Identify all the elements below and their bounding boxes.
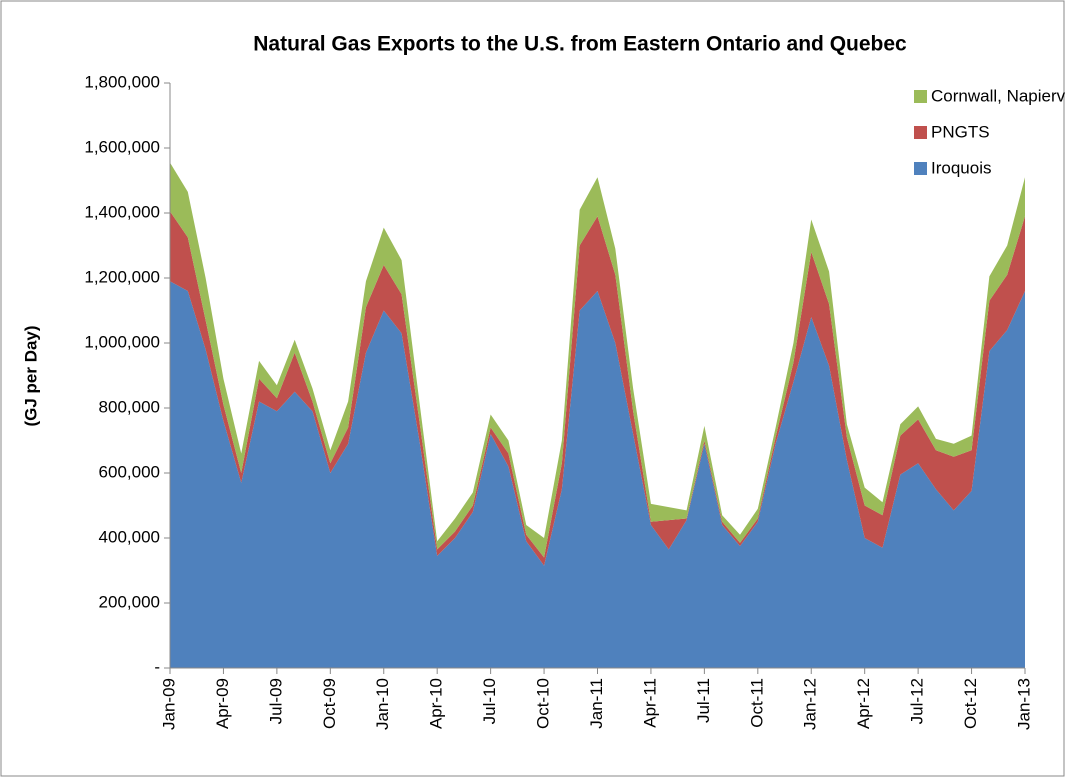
y-tick-label: 1,600,000	[84, 137, 160, 156]
legend-swatch	[914, 126, 927, 139]
x-tick-label: Jan-10	[373, 678, 392, 730]
y-tick-label: 1,400,000	[84, 202, 160, 221]
y-tick-label: 400,000	[99, 527, 160, 546]
x-tick-label: Oct-09	[320, 678, 339, 729]
x-tick-label: Apr-10	[427, 678, 446, 729]
legend-label: Iroquois	[931, 158, 991, 177]
x-tick-label: Jan-12	[801, 678, 820, 730]
chart-title: Natural Gas Exports to the U.S. from Eas…	[253, 33, 907, 56]
area	[170, 211, 1025, 566]
x-tick-label: Jul-11	[694, 678, 713, 723]
y-axis-label: (GJ per Day)	[21, 325, 40, 426]
x-tick-label: Apr-12	[854, 678, 873, 729]
x-tick-label: Jul-09	[266, 678, 285, 724]
x-tick-label: Oct-12	[961, 678, 980, 729]
x-tick-label: Oct-10	[534, 678, 553, 729]
legend-label: PNGTS	[931, 122, 990, 141]
x-tick-label: Jan-11	[587, 678, 606, 729]
area	[170, 162, 1025, 558]
x-tick-label: Jul-12	[908, 678, 927, 724]
y-tick-label: -	[154, 657, 160, 676]
y-tick-label: 1,800,000	[84, 72, 160, 91]
x-tick-label: Jan-13	[1014, 678, 1033, 730]
x-tick-label: Apr-11	[640, 678, 659, 728]
area	[170, 281, 1025, 668]
x-tick-label: Jul-10	[480, 678, 499, 724]
legend-swatch	[914, 90, 927, 103]
x-tick-label: Apr-09	[213, 678, 232, 729]
legend-swatch	[914, 162, 927, 175]
x-tick-label: Jan-09	[159, 678, 178, 730]
y-tick-label: 1,200,000	[84, 267, 160, 286]
x-tick-label: Oct-11	[747, 678, 766, 728]
y-tick-label: 200,000	[99, 592, 160, 611]
y-tick-label: 800,000	[99, 397, 160, 416]
y-tick-label: 1,000,000	[84, 332, 160, 351]
legend-label: Cornwall, Napierville, and Philipsburg	[931, 86, 1066, 105]
y-tick-label: 600,000	[99, 462, 160, 481]
